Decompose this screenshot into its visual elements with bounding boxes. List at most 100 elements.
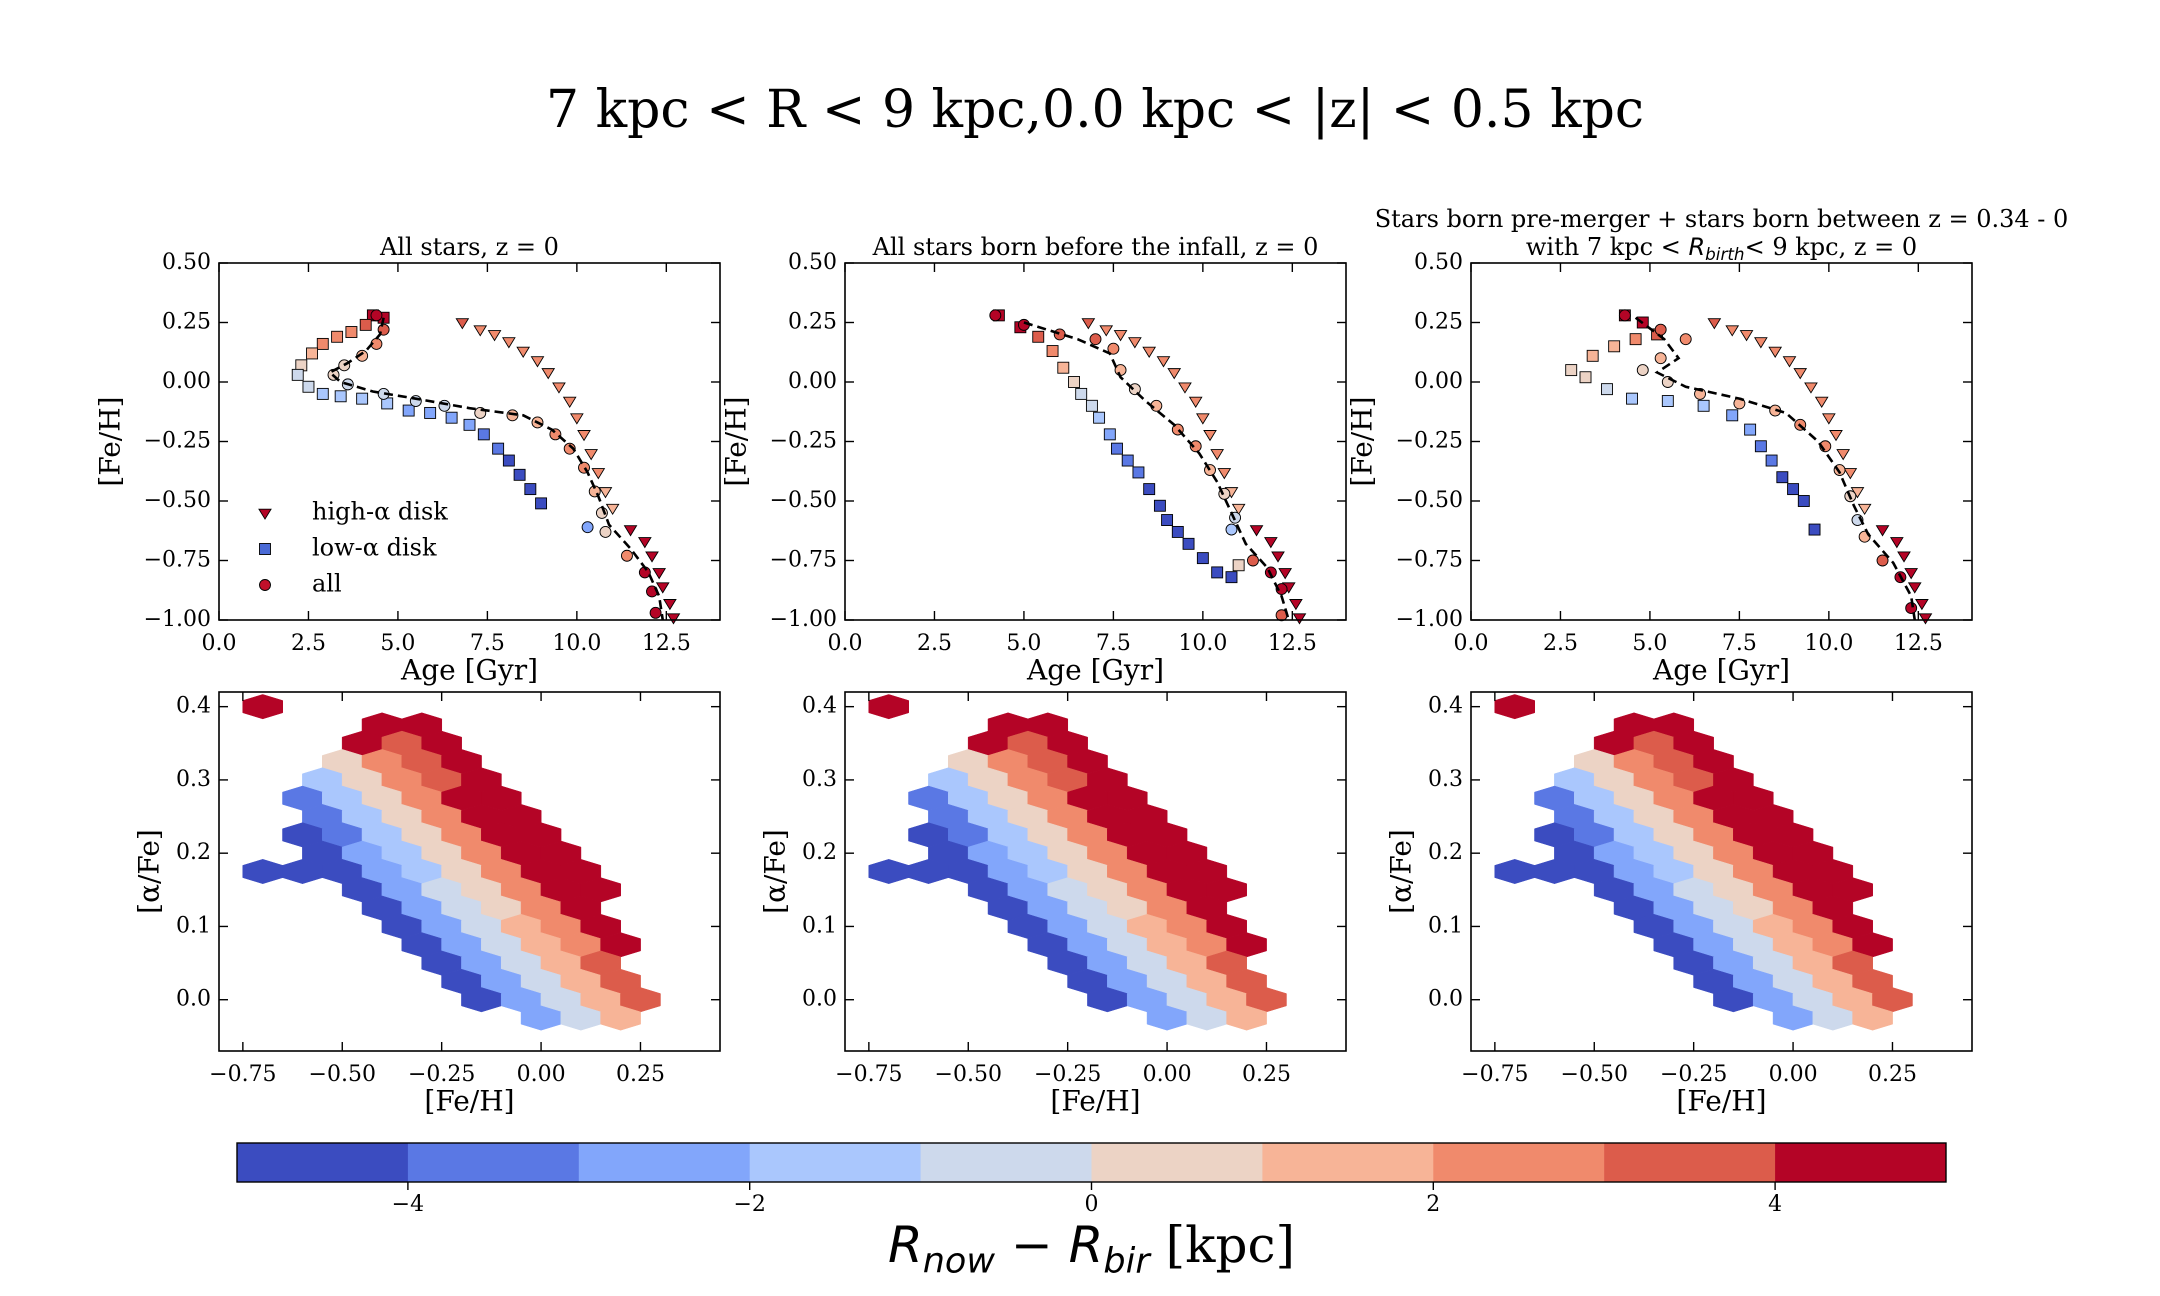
triangle-marker — [1907, 582, 1922, 594]
legend-marker — [259, 543, 271, 555]
text-part: − — [995, 1216, 1069, 1274]
text-part: < 9 kpc, z = 0 — [1745, 233, 1918, 261]
y-tick-label: 0.2 — [802, 840, 837, 865]
triangle-marker — [1793, 368, 1808, 380]
text-part: [kpc] — [1150, 1216, 1295, 1274]
y-tick-label: 0.0 — [802, 987, 837, 1012]
text-part: Stars born pre-merger + stars born betwe… — [1375, 205, 2069, 233]
y-tick-label: −1.00 — [144, 607, 211, 632]
triangle-marker — [530, 356, 545, 368]
square-marker — [1579, 371, 1592, 384]
triangle-marker — [666, 613, 681, 625]
square-marker — [513, 468, 526, 481]
x-tick-label: 0.00 — [1143, 1062, 1192, 1087]
colorbar-bin — [1604, 1143, 1776, 1182]
x-tick-label: 0.25 — [1868, 1062, 1917, 1087]
triangle-marker — [655, 582, 670, 594]
triangle-marker — [1113, 330, 1128, 342]
figure-title: 7 kpc < R < 9 kpc,0.0 kpc < |z| < 0.5 kp… — [546, 80, 1644, 140]
plot-frame — [1470, 691, 1973, 1052]
x-tick-label: 0.0 — [202, 631, 237, 656]
triangle-marker — [473, 325, 488, 337]
square-marker — [502, 454, 515, 467]
triangle-marker — [1231, 503, 1246, 516]
triangle-marker — [663, 599, 677, 611]
x-axis-label: Age [Gyr] — [400, 654, 538, 687]
y-axis-label: [α/Fe] — [1385, 829, 1418, 914]
x-tick-label: 2.5 — [917, 631, 952, 656]
circle-marker — [1225, 523, 1238, 536]
triangle-marker — [652, 568, 667, 580]
triangle-marker — [1278, 568, 1293, 580]
square-marker — [1085, 399, 1098, 412]
triangle-marker — [1725, 325, 1740, 337]
x-tick-label: 5.0 — [380, 631, 415, 656]
x-tick-label: 12.5 — [642, 631, 691, 656]
square-marker — [1153, 499, 1166, 512]
y-tick-label: 0.4 — [802, 694, 837, 719]
colorbar-bin — [578, 1143, 751, 1182]
square-marker — [1103, 428, 1116, 441]
square-marker — [1626, 392, 1638, 405]
square-marker — [1111, 442, 1123, 455]
circle-marker — [1275, 583, 1288, 596]
triangle-marker — [598, 487, 613, 499]
triangle-marker — [1904, 568, 1919, 580]
triangle-marker — [552, 382, 566, 394]
x-tick-label: 7.5 — [470, 631, 505, 656]
square-marker — [345, 326, 358, 338]
triangle-marker — [1263, 537, 1278, 549]
colorbar-tick-label: −4 — [392, 1192, 424, 1217]
circle-marker — [1618, 309, 1631, 322]
triangle-marker — [1739, 330, 1754, 342]
x-tick-label: 0.00 — [1769, 1062, 1818, 1087]
hex-cell — [1226, 1005, 1267, 1031]
square-marker — [1068, 376, 1080, 388]
colorbar-bin — [1433, 1143, 1605, 1182]
square-marker — [463, 418, 476, 431]
circle-marker — [599, 525, 612, 538]
triangle-marker — [487, 330, 502, 342]
x-tick-label: 0.00 — [517, 1062, 566, 1087]
circle-marker — [1636, 364, 1649, 377]
x-tick-label: 12.5 — [1894, 631, 1943, 656]
x-tick-label: −0.25 — [1660, 1062, 1727, 1087]
triangle-marker — [1822, 413, 1836, 425]
triangle-marker — [1203, 430, 1217, 442]
text-part: with 7 kpc < — [1526, 233, 1689, 261]
colorbar-tick-label: −2 — [733, 1192, 765, 1217]
text-part: R — [1069, 1216, 1104, 1274]
y-tick-label: −0.25 — [1396, 429, 1463, 454]
triangle-marker — [1249, 525, 1264, 537]
triangle-marker — [1836, 449, 1851, 461]
triangle-marker — [591, 468, 606, 480]
x-tick-label: 0.0 — [828, 631, 863, 656]
text-part: now — [923, 1242, 996, 1282]
colorbar-label: Rnow − Rbir [kpc] — [888, 1216, 1295, 1282]
square-marker — [1093, 411, 1106, 424]
text-part: birth — [1705, 244, 1744, 264]
triangle-marker — [562, 396, 577, 408]
triangle-marker — [1804, 382, 1818, 394]
circle-marker — [649, 606, 662, 619]
y-tick-label: −0.75 — [1396, 548, 1463, 573]
x-axis-label: [Fe/H] — [1676, 1085, 1766, 1118]
circle-marker — [621, 549, 633, 562]
triangle-marker — [1289, 599, 1303, 611]
y-tick-label: −0.75 — [770, 548, 837, 573]
x-tick-label: 7.5 — [1096, 631, 1131, 656]
square-marker — [1225, 571, 1238, 584]
triangle-marker — [1210, 449, 1225, 461]
x-tick-label: 0.25 — [1242, 1062, 1291, 1087]
x-tick-label: −0.75 — [209, 1062, 276, 1087]
square-marker — [1661, 395, 1674, 407]
triangle-marker — [1768, 346, 1783, 358]
square-marker — [1601, 383, 1613, 396]
x-tick-label: 2.5 — [1543, 631, 1578, 656]
x-tick-label: 0.0 — [1454, 631, 1489, 656]
colorbar-bin — [1262, 1143, 1434, 1182]
square-marker — [492, 442, 505, 455]
circle-marker — [1107, 342, 1120, 355]
